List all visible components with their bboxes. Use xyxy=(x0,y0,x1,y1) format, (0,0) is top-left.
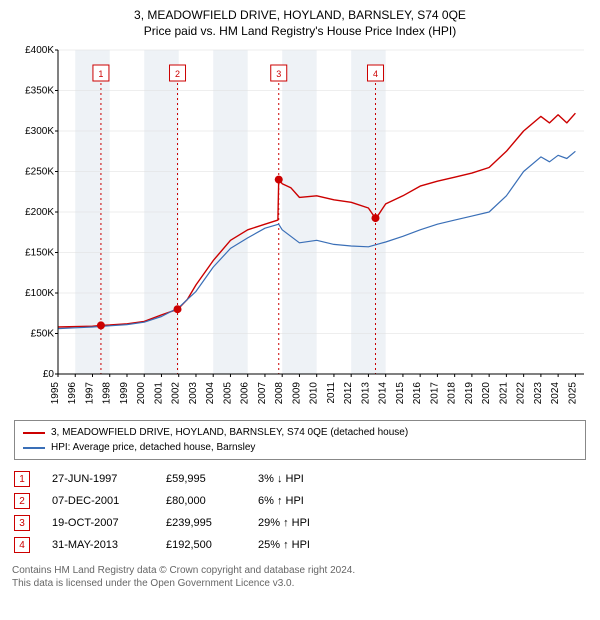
sale-price: £59,995 xyxy=(166,473,236,485)
legend-item: HPI: Average price, detached house, Barn… xyxy=(23,440,577,455)
footer-line1: Contains HM Land Registry data © Crown c… xyxy=(12,564,588,577)
chart-title-block: 3, MEADOWFIELD DRIVE, HOYLAND, BARNSLEY,… xyxy=(12,8,588,38)
legend-swatch xyxy=(23,447,45,449)
sale-price: £192,500 xyxy=(166,539,236,551)
sale-diff: 29% ↑ HPI xyxy=(258,517,338,529)
svg-text:2013: 2013 xyxy=(360,382,371,405)
svg-text:£350K: £350K xyxy=(25,86,54,97)
svg-text:2023: 2023 xyxy=(533,382,544,405)
svg-text:2018: 2018 xyxy=(447,382,458,405)
svg-text:2000: 2000 xyxy=(136,382,147,405)
sale-date: 27-JUN-1997 xyxy=(52,473,144,485)
svg-text:2006: 2006 xyxy=(240,382,251,405)
svg-text:2005: 2005 xyxy=(222,382,233,405)
svg-text:£150K: £150K xyxy=(25,248,54,259)
svg-text:1995: 1995 xyxy=(50,382,61,405)
sale-date: 19-OCT-2007 xyxy=(52,517,144,529)
svg-text:4: 4 xyxy=(373,69,378,79)
svg-text:2008: 2008 xyxy=(274,382,285,405)
svg-text:2019: 2019 xyxy=(464,382,475,405)
legend-label: HPI: Average price, detached house, Barn… xyxy=(51,440,255,455)
svg-text:1: 1 xyxy=(98,69,103,79)
legend-item: 3, MEADOWFIELD DRIVE, HOYLAND, BARNSLEY,… xyxy=(23,425,577,440)
svg-text:2024: 2024 xyxy=(550,382,561,405)
svg-text:£250K: £250K xyxy=(25,167,54,178)
legend-label: 3, MEADOWFIELD DRIVE, HOYLAND, BARNSLEY,… xyxy=(51,425,408,440)
svg-text:2010: 2010 xyxy=(309,382,320,405)
sale-diff: 6% ↑ HPI xyxy=(258,495,338,507)
sale-badge: 4 xyxy=(14,537,30,553)
svg-text:2022: 2022 xyxy=(516,382,527,405)
chart-title-subtitle: Price paid vs. HM Land Registry's House … xyxy=(12,24,588,38)
sales-table: 1 27-JUN-1997 £59,995 3% ↓ HPI 2 07-DEC-2001 £… xyxy=(14,468,586,556)
svg-text:1998: 1998 xyxy=(102,382,113,405)
svg-text:£50K: £50K xyxy=(31,329,55,340)
sale-date: 31-MAY-2013 xyxy=(52,539,144,551)
svg-text:£400K: £400K xyxy=(25,45,54,56)
svg-text:1999: 1999 xyxy=(119,382,130,405)
svg-text:2020: 2020 xyxy=(481,382,492,405)
svg-text:£300K: £300K xyxy=(25,126,54,137)
svg-text:2001: 2001 xyxy=(153,382,164,405)
svg-text:2007: 2007 xyxy=(257,382,268,405)
svg-text:2002: 2002 xyxy=(171,382,182,405)
svg-text:3: 3 xyxy=(276,69,281,79)
chart-svg: £0 £50K £100K £150K £200K £250K £300K £350K £400… xyxy=(12,44,588,414)
svg-text:£0: £0 xyxy=(43,369,55,380)
sale-date: 07-DEC-2001 xyxy=(52,495,144,507)
sale-row: 4 31-MAY-2013 £192,500 25% ↑ HPI xyxy=(14,534,586,556)
sale-badge: 1 xyxy=(14,471,30,487)
price-chart: £0 £50K £100K £150K £200K £250K £300K £350K £400… xyxy=(12,44,588,414)
legend: 3, MEADOWFIELD DRIVE, HOYLAND, BARNSLEY,… xyxy=(14,420,586,460)
sale-row: 1 27-JUN-1997 £59,995 3% ↓ HPI xyxy=(14,468,586,490)
svg-text:£100K: £100K xyxy=(25,288,54,299)
svg-text:2014: 2014 xyxy=(378,382,389,405)
sale-diff: 3% ↓ HPI xyxy=(258,473,338,485)
sale-row: 2 07-DEC-2001 £80,000 6% ↑ HPI xyxy=(14,490,586,512)
legend-swatch xyxy=(23,432,45,434)
svg-text:2004: 2004 xyxy=(205,382,216,405)
footer-attribution: Contains HM Land Registry data © Crown c… xyxy=(12,564,588,590)
chart-title-address: 3, MEADOWFIELD DRIVE, HOYLAND, BARNSLEY,… xyxy=(12,8,588,22)
svg-text:2003: 2003 xyxy=(188,382,199,405)
svg-text:2017: 2017 xyxy=(429,382,440,405)
sale-diff: 25% ↑ HPI xyxy=(258,539,338,551)
svg-text:2016: 2016 xyxy=(412,382,423,405)
sale-badge: 2 xyxy=(14,493,30,509)
svg-text:2011: 2011 xyxy=(326,382,337,404)
sale-price: £80,000 xyxy=(166,495,236,507)
sale-badge: 3 xyxy=(14,515,30,531)
svg-text:£200K: £200K xyxy=(25,207,54,218)
svg-text:1997: 1997 xyxy=(84,382,95,405)
svg-text:1996: 1996 xyxy=(67,382,78,405)
svg-text:2015: 2015 xyxy=(395,382,406,405)
svg-text:2: 2 xyxy=(175,69,180,79)
sale-row: 3 19-OCT-2007 £239,995 29% ↑ HPI xyxy=(14,512,586,534)
footer-line2: This data is licensed under the Open Gov… xyxy=(12,577,588,590)
svg-text:2021: 2021 xyxy=(498,382,509,405)
svg-text:2012: 2012 xyxy=(343,382,354,405)
sale-price: £239,995 xyxy=(166,517,236,529)
svg-text:2025: 2025 xyxy=(567,382,578,405)
svg-text:2009: 2009 xyxy=(291,382,302,405)
